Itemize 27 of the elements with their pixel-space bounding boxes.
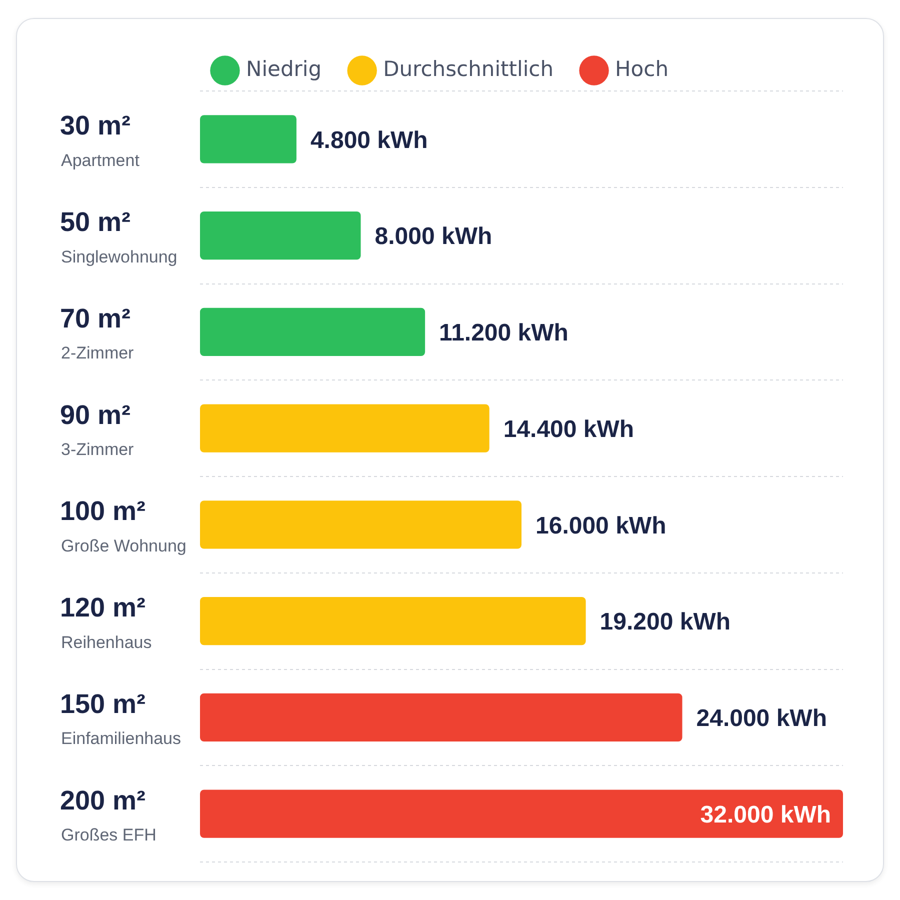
bar bbox=[200, 500, 522, 549]
y-tick-label: 50 m² Singlewohnung bbox=[60, 207, 178, 266]
bar bbox=[200, 211, 361, 260]
y-tick-label: 100 m² Große Wohnung bbox=[60, 496, 186, 556]
data-label: 16.000 kWh bbox=[536, 512, 666, 540]
data-label: 24.000 kWh bbox=[696, 705, 827, 732]
y-tick-label: 200 m² Großes EFH bbox=[60, 785, 156, 844]
y-tick-label: 30 m² Apartment bbox=[60, 110, 140, 170]
bar bbox=[200, 404, 490, 452]
y-tick-label: 90 m² 3-Zimmer bbox=[60, 400, 134, 459]
y-tick-label: 70 m² 2-Zimmer bbox=[60, 303, 134, 363]
bar bbox=[200, 115, 296, 164]
y-tick-label: 120 m² Reihenhaus bbox=[60, 592, 152, 652]
bar bbox=[200, 308, 426, 356]
bar bbox=[200, 790, 843, 838]
data-label: 8.000 kWh bbox=[374, 223, 492, 250]
data-label: 19.200 kWh bbox=[600, 608, 731, 636]
data-label: 11.200 kWh bbox=[439, 320, 568, 347]
data-label: 32.000 kWh bbox=[700, 801, 831, 828]
legend-label: Hoch bbox=[615, 56, 669, 81]
y-tick-label: 150 m² Einfamilienhaus bbox=[60, 688, 182, 748]
legend-label: Durchschnittlich bbox=[383, 56, 554, 81]
bar bbox=[200, 596, 586, 646]
data-label: 4.800 kWh bbox=[310, 126, 428, 154]
legend-label: Niedrig bbox=[246, 56, 322, 81]
data-label: 14.400 kWh bbox=[503, 416, 634, 443]
bar bbox=[200, 693, 682, 742]
